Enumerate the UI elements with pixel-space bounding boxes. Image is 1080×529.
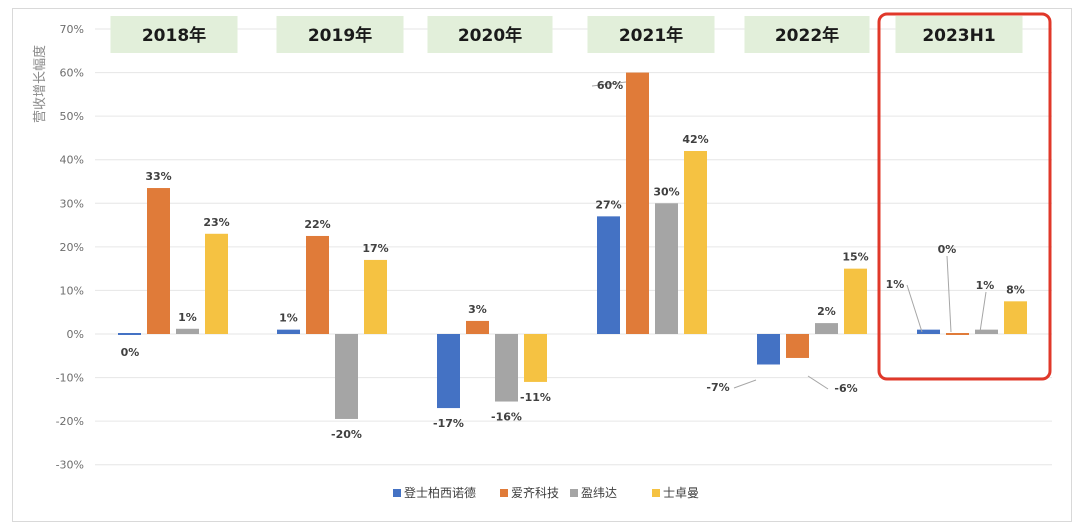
y-tick-label: 20% bbox=[60, 241, 84, 254]
category-header-box bbox=[427, 16, 553, 53]
y-tick-label: 30% bbox=[60, 197, 84, 210]
legend-swatch bbox=[570, 489, 578, 497]
bar bbox=[176, 328, 199, 334]
category-label: 2022年 bbox=[775, 25, 839, 46]
bars bbox=[118, 72, 1027, 419]
category-header-box bbox=[276, 16, 404, 53]
data-label: 0% bbox=[121, 346, 140, 359]
bar bbox=[466, 320, 489, 334]
bar bbox=[626, 72, 649, 335]
data-label: 27% bbox=[595, 198, 621, 211]
data-label: -20% bbox=[331, 428, 362, 441]
y-tick-label: 0% bbox=[67, 328, 84, 341]
leader-line bbox=[979, 291, 987, 333]
y-tick-label: -30% bbox=[56, 459, 84, 472]
bar bbox=[524, 334, 547, 382]
category-label: 2018年 bbox=[142, 25, 206, 46]
data-label: 60% bbox=[597, 79, 623, 92]
highlight-box-2023h1 bbox=[877, 12, 1052, 381]
bar bbox=[975, 329, 998, 334]
bar bbox=[306, 235, 329, 334]
legend-swatch bbox=[393, 489, 401, 497]
category-headers: 2018年 2019年 2020年 2021年 2022年 2023H1 bbox=[110, 16, 1023, 53]
bar bbox=[786, 334, 809, 358]
data-label: 42% bbox=[682, 133, 708, 146]
legend: 登士柏西诺德 爱齐科技 盈纬达 士卓曼 bbox=[393, 485, 699, 500]
bar bbox=[335, 334, 358, 419]
data-label: 30% bbox=[653, 185, 679, 198]
data-label: 2% bbox=[817, 305, 836, 318]
bar bbox=[205, 233, 228, 334]
legend-swatch bbox=[500, 489, 508, 497]
category-header-box bbox=[744, 16, 870, 53]
y-tick-labels: -30% -20% -10% 0% 10% 20% 30% 40% 50% 60% 70% bbox=[56, 23, 84, 472]
category-label: 2020年 bbox=[458, 25, 522, 46]
legend-swatch bbox=[652, 489, 660, 497]
data-label: 8% bbox=[1006, 283, 1025, 296]
leader-line bbox=[807, 375, 829, 390]
data-label: 0% bbox=[938, 243, 957, 256]
data-label: -6% bbox=[834, 382, 857, 395]
data-label: -7% bbox=[706, 381, 729, 394]
data-label: 15% bbox=[842, 251, 868, 264]
y-tick-label: 60% bbox=[60, 67, 84, 80]
gridlines bbox=[95, 28, 1052, 466]
data-label: 1% bbox=[886, 278, 905, 291]
bar bbox=[364, 259, 387, 334]
bar bbox=[917, 329, 940, 334]
data-label: 1% bbox=[976, 279, 995, 292]
bar bbox=[757, 334, 780, 365]
bar bbox=[946, 333, 969, 335]
legend-label: 盈纬达 bbox=[581, 486, 617, 500]
y-tick-label: 40% bbox=[60, 154, 84, 167]
data-label: -16% bbox=[491, 411, 522, 424]
data-label: 33% bbox=[145, 170, 171, 183]
y-axis-label: 营收增长幅度 bbox=[32, 45, 48, 123]
leader-line bbox=[906, 284, 923, 333]
bar bbox=[815, 323, 838, 334]
legend-label: 登士柏西诺德 bbox=[404, 485, 476, 500]
leader-line bbox=[733, 379, 757, 389]
data-labels: 0% 1% -17% 27% -7% 1% 33% 22% 3% 60% -6% 0% 1% -20% -1… bbox=[121, 79, 1025, 441]
bar bbox=[684, 151, 707, 334]
bar bbox=[147, 188, 170, 334]
bar bbox=[437, 334, 460, 409]
category-header-box bbox=[587, 16, 715, 53]
data-label: 17% bbox=[362, 242, 388, 255]
bar bbox=[844, 268, 867, 334]
y-tick-label: 70% bbox=[60, 23, 84, 36]
legend-label: 爱齐科技 bbox=[511, 485, 559, 500]
leader-line bbox=[591, 81, 627, 87]
bar bbox=[655, 203, 678, 334]
chart-frame bbox=[12, 8, 1072, 522]
data-label: -17% bbox=[433, 417, 464, 430]
category-label: 2023H1 bbox=[922, 26, 995, 46]
data-label: -11% bbox=[520, 391, 551, 404]
category-label: 2019年 bbox=[308, 25, 372, 46]
bar bbox=[1004, 301, 1027, 334]
category-label: 2021年 bbox=[619, 25, 683, 46]
leader-line bbox=[946, 255, 952, 333]
y-tick-label: 50% bbox=[60, 110, 84, 123]
data-label: 1% bbox=[279, 312, 298, 325]
bar bbox=[118, 333, 141, 335]
bar bbox=[495, 334, 518, 402]
data-label: 22% bbox=[304, 218, 330, 231]
data-label: 3% bbox=[468, 303, 487, 316]
data-label: 23% bbox=[203, 216, 229, 229]
legend-label: 士卓曼 bbox=[663, 486, 699, 500]
category-header-box bbox=[895, 16, 1023, 53]
data-label: 1% bbox=[178, 311, 197, 324]
y-tick-label: -10% bbox=[56, 372, 84, 385]
y-tick-label: -20% bbox=[56, 415, 84, 428]
y-tick-label: 10% bbox=[60, 284, 84, 297]
category-header-box bbox=[110, 16, 238, 53]
bar bbox=[597, 216, 620, 334]
bar bbox=[277, 329, 300, 334]
